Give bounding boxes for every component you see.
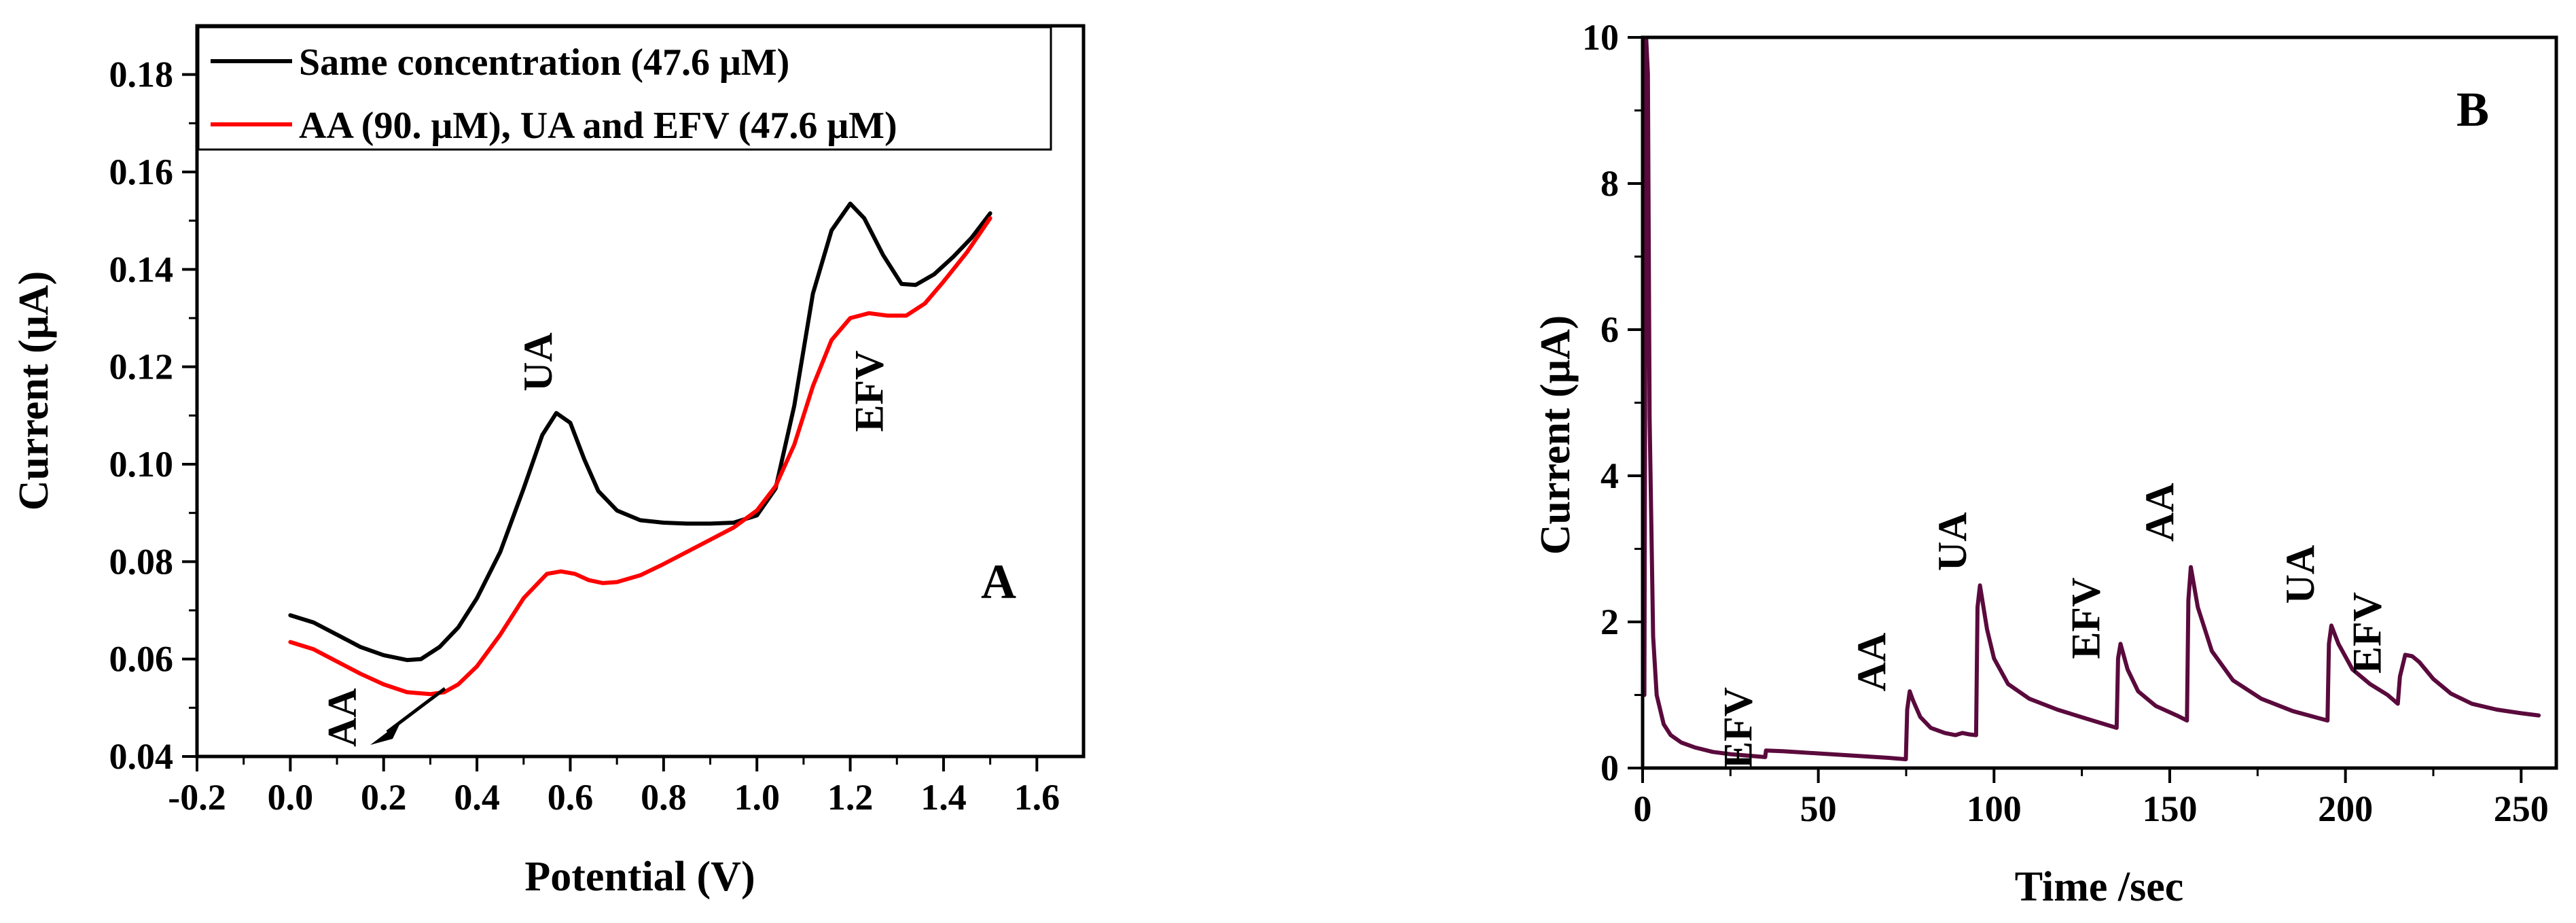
chart-a-xtick-label: 1.2: [827, 777, 874, 818]
chart-a-xtick-label: 0.4: [454, 777, 500, 818]
chart-b-xtick-label: 0: [1634, 788, 1652, 829]
legend-label-same-concentration: Same concentration (47.6 μM): [299, 41, 789, 84]
chart-b-ytick-label: 8: [1600, 163, 1619, 204]
chart-a-xtick-label: 0.2: [361, 777, 407, 818]
chart-a-ytick-label: 0.06: [109, 639, 174, 680]
chart-a-annotations: UA EFV AA: [320, 332, 892, 747]
chart-a: -0.2 0.0 0.2 0.4 0.6 0.8 1.0 1.2 1.4 1.6 0.04 0.06 0…: [11, 24, 1086, 900]
chart-b-annotation-efv: EFV: [2344, 592, 2389, 674]
chart-b-ytick-label: 2: [1600, 602, 1619, 642]
chart-b-xtick-label: 50: [1800, 788, 1837, 829]
chart-b-ytick-label: 6: [1600, 309, 1619, 350]
chart-a-ytick-label: 0.18: [109, 54, 174, 95]
chart-a-legend: Same concentration (47.6 μM) AA (90. μM)…: [197, 26, 1052, 151]
chart-a-series-0: [288, 201, 992, 663]
chart-a-annotation-efv: EFV: [847, 351, 892, 432]
chart-b-ticks: 0 50 100 150 200 250 0 2 4 6 8 10: [1582, 17, 2549, 829]
chart-a-xlabel: Potential (V): [524, 854, 755, 900]
aa-arrow-head: [370, 722, 401, 745]
chart-b-annotations: EFV AA UA EFV AA UA EFV: [1715, 483, 2389, 768]
chart-a-xtick-label: -0.2: [168, 777, 226, 818]
chart-b-ytick-label: 10: [1582, 17, 1619, 58]
chart-b-panel-label: B: [2456, 82, 2489, 137]
chart-a-xtick-label: 1.0: [734, 777, 780, 818]
chart-b-xtick-label: 150: [2142, 788, 2197, 829]
chart-b-annotation-efv: EFV: [1715, 687, 1760, 769]
chart-b-ytick-label: 4: [1600, 455, 1619, 496]
chart-b-annotation-ua: UA: [1930, 512, 1975, 571]
chart-a-ytick-label: 0.16: [109, 152, 174, 192]
legend-box: [197, 26, 1052, 151]
chart-a-aa-arrow: [370, 687, 446, 745]
chart-b: 0 50 100 150 200 250 0 2 4 6 8 10 Time /sec Current…: [1533, 17, 2558, 910]
chart-a-ytick-label: 0.04: [109, 736, 174, 777]
chart-a-ytick-label: 0.10: [109, 444, 174, 485]
chart-a-xtick-label: 0.0: [268, 777, 314, 818]
chart-b-annotation-ua: UA: [2278, 545, 2323, 604]
chart-a-ylabel: Current (μA): [11, 271, 57, 511]
chart-b-annotation-aa: AA: [1849, 633, 1894, 692]
chart-a-xtick-label: 1.4: [920, 777, 967, 818]
chart-a-frame: [195, 24, 1086, 759]
chart-b-xtick-label: 250: [2494, 788, 2549, 829]
chart-a-ticks: -0.2 0.0 0.2 0.4 0.6 0.8 1.0 1.2 1.4 1.6 0.04 0.06 0…: [109, 54, 1060, 818]
chart-b-xlabel: Time /sec: [2015, 864, 2184, 910]
chart-b-annotation-efv: EFV: [2064, 578, 2109, 659]
chart-a-annotation-ua: UA: [516, 332, 560, 391]
chart-b-xtick-label: 200: [2318, 788, 2373, 829]
chart-b-xtick-label: 100: [1967, 788, 2022, 829]
chart-a-ytick-label: 0.14: [109, 249, 174, 290]
chart-a-xtick-label: 0.6: [548, 777, 594, 818]
chart-b-series-group: [1643, 37, 2541, 762]
chart-a-annotation-aa: AA: [320, 688, 365, 747]
chart-b-ytick-label: 0: [1600, 748, 1619, 788]
chart-a-panel-label: A: [981, 555, 1016, 609]
chart-a-ytick-label: 0.08: [109, 541, 174, 582]
chart-b-ylabel: Current (μA): [1533, 315, 1579, 555]
chart-b-series-0: [1643, 37, 2541, 762]
legend-label-aa-ua-efv: AA (90. μM), UA and EFV (47.6 μM): [299, 105, 897, 147]
chart-a-xtick-label: 0.8: [641, 777, 687, 818]
chart-b-annotation-aa: AA: [2137, 483, 2182, 542]
chart-a-xtick-label: 1.6: [1014, 777, 1060, 818]
chart-a-series-group: [288, 201, 992, 697]
chart-a-series-1: [288, 216, 992, 697]
aa-arrow-shaft: [386, 687, 446, 733]
chart-a-ytick-label: 0.12: [109, 347, 174, 387]
